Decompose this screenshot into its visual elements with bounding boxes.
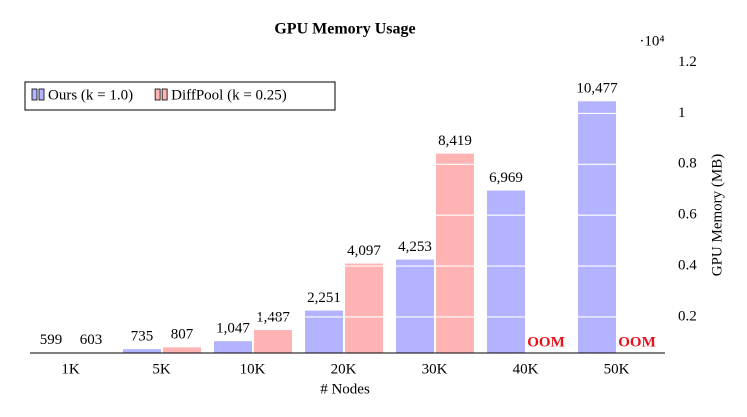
oom-label: OOM: [527, 334, 565, 350]
legend-swatch: [31, 88, 38, 101]
x-tick-label: 1K: [61, 361, 80, 377]
y-tick-label: 1: [678, 105, 686, 121]
x-tick-label: 5K: [152, 361, 171, 377]
x-tick-label: 50K: [604, 361, 630, 377]
value-label: 603: [80, 332, 103, 348]
x-tick-label: 10K: [240, 361, 266, 377]
bar: [345, 263, 383, 353]
bar: [163, 347, 201, 353]
bar: [254, 330, 292, 353]
legend-swatch: [161, 88, 168, 101]
bar: [305, 310, 343, 353]
bar: [396, 259, 434, 353]
value-label: 2,251: [307, 290, 341, 306]
y-tick-label: 0.4: [678, 258, 697, 274]
bar: [487, 190, 525, 353]
x-tick-label: 30K: [422, 361, 448, 377]
legend-swatch: [38, 88, 45, 101]
value-label: 8,419: [438, 133, 472, 149]
y-tick-label: 0.2: [678, 308, 697, 324]
value-label: 807: [171, 327, 194, 343]
value-label: 1,047: [216, 321, 250, 337]
value-label: 735: [131, 329, 154, 345]
y-tick-label: 1.2: [678, 54, 697, 70]
value-label: 599: [40, 332, 63, 348]
value-label: 4,253: [398, 239, 432, 255]
value-label: 6,969: [489, 170, 523, 186]
legend-label: DiffPool (k = 0.25): [171, 87, 287, 103]
chart-title: GPU Memory Usage: [274, 21, 415, 38]
y-tick-label: 0.8: [678, 156, 697, 172]
oom-label: OOM: [618, 334, 656, 350]
bar: [578, 101, 616, 353]
y-scale-label: ·10⁴: [639, 33, 664, 49]
bar: [123, 349, 161, 353]
legend-box: [24, 81, 336, 111]
x-tick-label: 40K: [513, 361, 539, 377]
value-label: 10,477: [576, 81, 618, 97]
x-tick-label: 20K: [331, 361, 357, 377]
y-axis-label: GPU Memory (MB): [709, 154, 725, 277]
value-label: 4,097: [347, 243, 381, 259]
y-tick-label: 0.6: [678, 207, 697, 223]
bar: [214, 341, 252, 353]
legend-label: Ours (k = 1.0): [48, 87, 133, 103]
legend-swatch: [154, 88, 161, 101]
x-axis-label: # Nodes: [320, 381, 370, 397]
bar: [436, 153, 474, 353]
